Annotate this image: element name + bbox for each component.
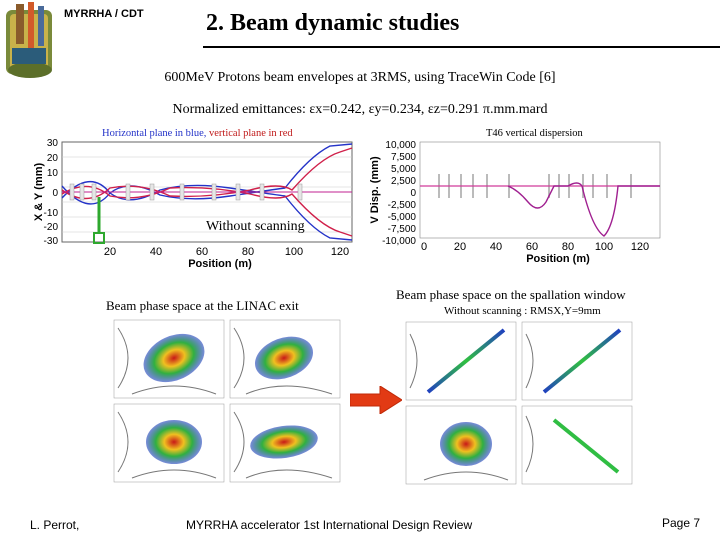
envelope-ylabel: X & Y (mm) <box>33 163 45 222</box>
dispersion-plot-frame <box>419 141 661 239</box>
slide-title: 2. Beam dynamic studies <box>206 10 460 36</box>
xtick-label: 0 <box>421 241 427 253</box>
horizontal-envelope-lower <box>61 143 353 205</box>
linac-phase-space-grid <box>113 319 341 483</box>
xtick-label: 20 <box>104 246 116 258</box>
footer-author: L. Perrot, <box>30 518 80 532</box>
ytick-label: 0 <box>410 188 416 199</box>
ytick-label: -10 <box>44 208 59 219</box>
spallation-caption: Beam phase space on the spallation windo… <box>396 287 626 302</box>
window-panel-y <box>521 321 633 401</box>
ytick-label: -7,500 <box>388 224 417 235</box>
dispersion-curve <box>507 182 660 237</box>
dispersion-ylabel: V Disp. (mm) <box>369 156 381 224</box>
right-arrow-icon <box>350 386 402 414</box>
xtick-label: 120 <box>631 241 649 253</box>
envelope-legend: Horizontal plane in blue, vertical plane… <box>102 128 293 139</box>
xtick-label: 100 <box>285 246 303 258</box>
ytick-label: -10,000 <box>382 236 416 247</box>
ytick-label: -30 <box>44 236 59 247</box>
phase-panel-xy <box>113 403 225 483</box>
dispersion-xlabel: Position (m) <box>526 253 590 265</box>
phase-panel-x <box>113 319 225 399</box>
linac-exit-caption: Beam phase space at the LINAC exit <box>106 298 299 313</box>
dispersion-plot: 10,000 7,500 5,000 2,500 0 -2,500 -5,000… <box>369 140 661 265</box>
phase-panel-y <box>229 319 341 399</box>
envelope-xlabel: Position (m) <box>188 258 252 270</box>
ytick-label: 20 <box>47 153 59 164</box>
myrrha-reactor-logo <box>6 2 52 78</box>
horizontal-envelope-upper <box>61 180 353 241</box>
dispersion-title: T46 vertical dispersion <box>486 128 583 139</box>
xtick-label: 20 <box>454 241 466 253</box>
ytick-label: -20 <box>44 222 59 233</box>
green-marker-icon <box>93 197 105 244</box>
legend-vertical: vertical plane in red <box>209 128 293 139</box>
page-number: Page 7 <box>662 516 701 530</box>
beamline-elements <box>69 183 303 201</box>
without-scanning-label: Without scanning <box>206 219 305 234</box>
xtick-label: 80 <box>242 246 254 258</box>
ytick-label: 0 <box>52 188 58 199</box>
title-underline <box>203 46 720 48</box>
xtick-label: 60 <box>196 246 208 258</box>
window-panel-z <box>521 405 633 485</box>
xtick-label: 80 <box>562 241 574 253</box>
window-panel-xy <box>405 405 517 485</box>
footer-event: MYRRHA accelerator 1st International Des… <box>186 518 473 532</box>
xtick-label: 40 <box>490 241 502 253</box>
spallation-phase-space-grid <box>405 321 633 485</box>
ytick-label: -2,500 <box>388 200 417 211</box>
ytick-label: 5,000 <box>391 164 416 175</box>
intro-line-1: 600MeV Protons beam envelopes at 3RMS, u… <box>164 70 556 85</box>
spallation-subcaption: Without scanning : RMSX,Y=9mm <box>444 305 601 317</box>
window-panel-x <box>405 321 517 401</box>
xtick-label: 60 <box>526 241 538 253</box>
xtick-label: 100 <box>595 241 613 253</box>
legend-horizontal: Horizontal plane in blue, <box>102 128 207 139</box>
ytick-label: -5,000 <box>388 212 417 223</box>
envelope-plot: 30 20 10 0 -10 -20 -30 20 40 60 80 100 1… <box>33 138 353 270</box>
ytick-label: 30 <box>47 138 59 149</box>
ytick-label: 7,500 <box>391 152 416 163</box>
header-org: MYRRHA / CDT <box>64 8 144 20</box>
xtick-label: 120 <box>331 246 349 258</box>
ytick-label: 10,000 <box>385 140 416 151</box>
ytick-label: 10 <box>47 168 59 179</box>
ytick-label: 2,500 <box>391 176 416 187</box>
xtick-label: 40 <box>150 246 162 258</box>
intro-line-2: Normalized emittances: εx=0.242, εy=0.23… <box>172 102 548 117</box>
phase-panel-z <box>229 403 341 483</box>
